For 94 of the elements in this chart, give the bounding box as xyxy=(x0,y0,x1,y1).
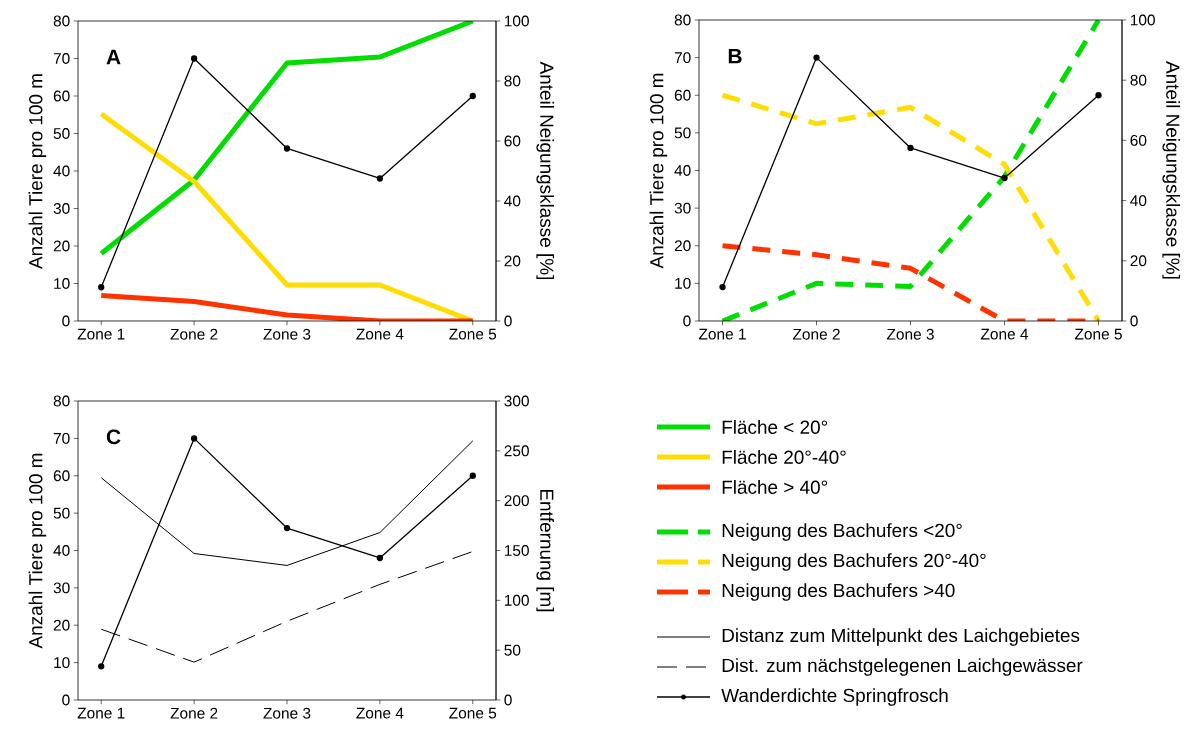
point xyxy=(813,54,820,61)
y-tick-label: 10 xyxy=(54,657,70,669)
point xyxy=(469,472,476,479)
y-tick-label: 0 xyxy=(62,694,70,706)
y2-tick-label: 0 xyxy=(504,315,512,327)
y-tick-label: 40 xyxy=(674,165,691,176)
legend-label: Neigung des Bachufers >40 xyxy=(722,583,955,601)
y-tick-label: 70 xyxy=(53,432,70,444)
x-tick-label: Zone 5 xyxy=(1074,328,1122,340)
y2-tick-label: 60 xyxy=(504,135,521,147)
point xyxy=(907,144,914,152)
y-tick-label: 40 xyxy=(53,165,70,177)
y-tick-label: 60 xyxy=(674,89,691,101)
x-tick-label: Zone 3 xyxy=(886,328,934,340)
legend-label: Neigung des Bachufers <20° xyxy=(722,523,962,541)
y-axis-title: Anzahl Tiere pro 100 m xyxy=(28,453,47,649)
y2-tick-label: 80 xyxy=(504,75,521,87)
y-tick-label: 60 xyxy=(53,470,70,482)
y-tick-label: 30 xyxy=(674,202,691,214)
point xyxy=(1001,174,1008,182)
point xyxy=(283,524,291,532)
x-tick-label: Zone 1 xyxy=(77,328,125,340)
y2-tick-label: 100 xyxy=(504,594,529,606)
y-tick-label: 70 xyxy=(53,53,70,64)
x-tick-label: Zone 5 xyxy=(449,707,497,719)
y-tick-label: 20 xyxy=(53,240,70,252)
x-tick-label: Zone 2 xyxy=(792,328,840,340)
text: B xyxy=(728,48,742,64)
y-tick-label: 80 xyxy=(674,14,691,26)
y2-tick-label: 0 xyxy=(504,694,512,706)
point xyxy=(190,55,198,62)
y-axis-title: Anzahl Tiere pro 100 m xyxy=(649,73,668,269)
y2-axis-title: Anteil Neigungsklasse [%] xyxy=(536,61,555,280)
y-tick-label: 40 xyxy=(53,545,70,556)
x-tick-label: Zone 5 xyxy=(449,328,497,340)
y-tick-label: 0 xyxy=(683,315,691,327)
legend-label: Neigung des Bachufers 20°-40° xyxy=(722,553,986,571)
y-tick-label: 20 xyxy=(674,240,691,252)
y2-tick-label: 60 xyxy=(1130,134,1147,146)
y2-tick-label: 80 xyxy=(1130,74,1147,86)
y2-tick-label: 150 xyxy=(504,545,529,556)
y-tick-label: 50 xyxy=(674,127,691,139)
x-tick-label: Zone 4 xyxy=(980,328,1029,340)
y2-tick-label: 300 xyxy=(504,395,529,407)
y-axis-title: Anzahl Tiere pro 100 m xyxy=(28,74,47,269)
y-tick-label: 60 xyxy=(53,90,70,102)
legend-label: Distanz zum Mittelpunkt des Laichgebietes xyxy=(722,628,1080,646)
y-tick-label: 80 xyxy=(53,15,70,27)
legend-label: Fläche < 20° xyxy=(722,420,828,434)
y-tick-label: 30 xyxy=(53,582,70,594)
y2-tick-label: 20 xyxy=(504,255,521,267)
y2-tick-label: 0 xyxy=(1130,315,1138,327)
x-tick-label: Zone 4 xyxy=(356,707,404,719)
y2-tick-label: 200 xyxy=(504,495,529,507)
point xyxy=(469,92,476,100)
y-tick-label: 30 xyxy=(53,203,70,214)
point xyxy=(98,284,105,291)
y2-axis-title: Anteil Neigungsklasse [%] xyxy=(1162,61,1181,279)
x-tick-label: Zone 2 xyxy=(170,328,218,340)
point xyxy=(719,283,726,291)
y-tick-label: 50 xyxy=(53,507,70,519)
text: A xyxy=(106,49,121,65)
x-tick-label: Zone 1 xyxy=(77,707,125,719)
point xyxy=(376,554,384,562)
y2-axis-title: Entfernung [m] xyxy=(536,489,555,612)
x-tick-label: Zone 3 xyxy=(263,328,311,340)
point xyxy=(283,145,291,152)
y2-tick-label: 100 xyxy=(1130,14,1155,26)
point xyxy=(190,435,198,442)
y2-tick-label: 20 xyxy=(1130,255,1147,267)
point xyxy=(376,175,384,182)
y-tick-label: 70 xyxy=(674,52,691,64)
legend-label: Fläche > 40° xyxy=(722,480,828,494)
y2-tick-label: 50 xyxy=(504,644,521,656)
y-tick-label: 20 xyxy=(53,619,70,631)
text: C xyxy=(106,429,121,445)
y-tick-label: 0 xyxy=(62,315,70,327)
y2-tick-label: 100 xyxy=(504,15,529,27)
x-tick-label: Zone 2 xyxy=(170,707,218,719)
x-tick-label: Zone 4 xyxy=(356,328,404,340)
legend-label: Wanderdichte Springfrosch xyxy=(721,688,948,706)
y-tick-label: 10 xyxy=(54,278,70,289)
y2-tick-label: 250 xyxy=(504,445,529,457)
y-tick-label: 80 xyxy=(53,395,70,407)
y2-tick-label: 40 xyxy=(1130,195,1147,207)
y-tick-label: 50 xyxy=(53,128,70,139)
legend-label: Fläche 20°-40° xyxy=(722,450,846,464)
y-tick-label: 10 xyxy=(675,277,691,289)
y2-tick-label: 40 xyxy=(504,195,521,207)
point xyxy=(1095,92,1102,99)
x-tick-label: Zone 3 xyxy=(263,707,311,719)
point xyxy=(98,663,105,670)
legend-label: Dist. zum nächstgelegenen Laichgewässer xyxy=(722,658,1083,676)
x-tick-label: Zone 1 xyxy=(698,328,746,340)
